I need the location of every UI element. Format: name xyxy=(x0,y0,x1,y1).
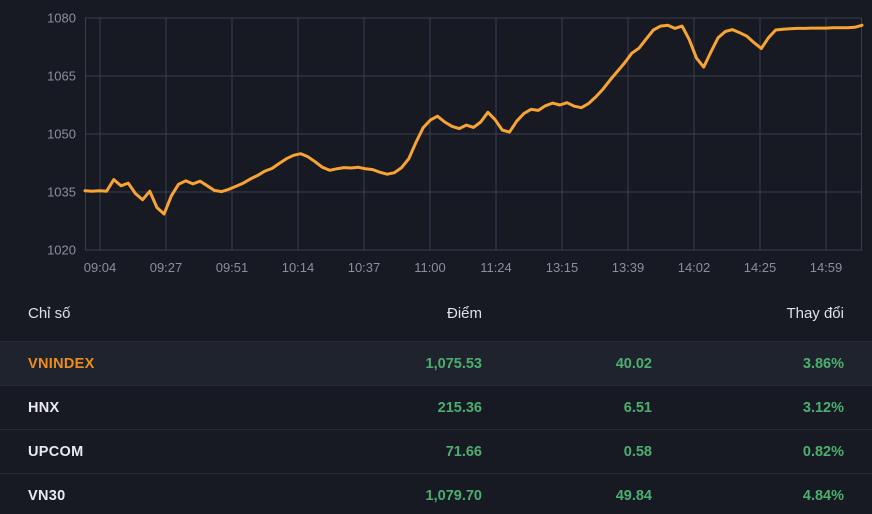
y-tick-label: 1035 xyxy=(47,185,76,200)
index-name: VNINDEX xyxy=(28,355,95,372)
index-points: 71.66 xyxy=(445,443,482,460)
header-index-name: Chỉ số xyxy=(28,304,71,322)
x-tick-label: 09:04 xyxy=(84,260,117,275)
index-change: 49.84 xyxy=(615,487,652,504)
table-row-vn30[interactable]: VN30 1,079.70 49.84 4.84% xyxy=(0,473,872,514)
header-change: Thay đổi xyxy=(786,304,844,322)
x-tick-label: 13:15 xyxy=(546,260,579,275)
index-table-header: Chỉ số Điểm Thay đổi xyxy=(0,285,872,341)
header-points: Điểm xyxy=(446,304,482,322)
index-change-pct: 3.86% xyxy=(802,355,844,372)
x-tick-label: 13:39 xyxy=(612,260,645,275)
index-points: 1,079.70 xyxy=(425,487,482,504)
x-tick-label: 11:00 xyxy=(414,260,446,275)
table-row-vnindex[interactable]: VNINDEX 1,075.53 40.02 3.86% xyxy=(0,341,872,385)
table-row-upcom[interactable]: UPCOM 71.66 0.58 0.82% xyxy=(0,429,872,473)
index-points: 1,075.53 xyxy=(425,355,482,372)
index-change: 40.02 xyxy=(615,355,652,372)
x-tick-label: 11:24 xyxy=(480,260,512,275)
index-name: HNX xyxy=(28,399,60,416)
y-tick-label: 1020 xyxy=(47,243,76,258)
index-change-pct: 4.84% xyxy=(802,487,844,504)
y-tick-label: 1080 xyxy=(47,11,76,26)
index-table: Chỉ số Điểm Thay đổi VNINDEX 1,075.53 40… xyxy=(0,285,872,514)
index-name: VN30 xyxy=(28,487,66,504)
index-name: UPCOM xyxy=(28,443,84,460)
index-change: 6.51 xyxy=(623,399,652,416)
x-tick-label: 14:59 xyxy=(810,260,843,275)
intraday-line-chart: 09:04 09:27 09:51 10:14 10:37 11:00 11:24 13:15… xyxy=(47,11,864,275)
x-tick-label: 10:37 xyxy=(348,260,381,275)
price-line xyxy=(83,23,864,216)
y-tick-label: 1065 xyxy=(47,69,76,84)
index-change-pct: 0.82% xyxy=(802,443,844,460)
x-tick-label: 14:02 xyxy=(678,260,711,275)
table-row-hnx[interactable]: HNX 215.36 6.51 3.12% xyxy=(0,385,872,429)
x-tick-label: 14:25 xyxy=(744,260,777,275)
index-change: 0.58 xyxy=(623,443,652,460)
chart-canvas: 09:04 09:27 09:51 10:14 10:37 11:00 11:24 13:15… xyxy=(47,11,864,275)
x-tick-label: 10:14 xyxy=(282,260,315,275)
index-points: 215.36 xyxy=(437,399,482,416)
x-tick-label: 09:27 xyxy=(150,260,183,275)
y-tick-label: 1050 xyxy=(47,127,76,142)
x-tick-label: 09:51 xyxy=(216,260,249,275)
index-change-pct: 3.12% xyxy=(802,399,844,416)
